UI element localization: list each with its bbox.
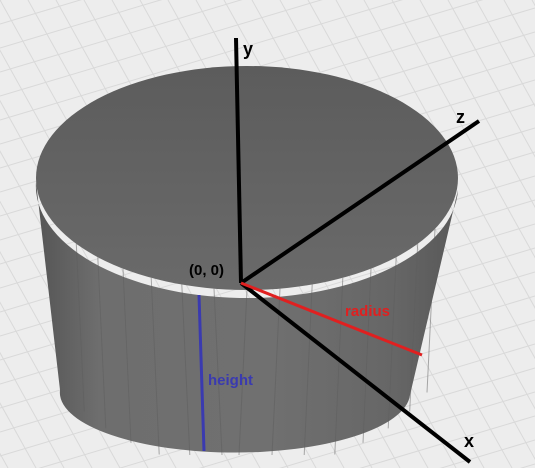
cylinder-top bbox=[36, 66, 458, 290]
cylinder-facets bbox=[75, 228, 436, 456]
origin-label: (0, 0) bbox=[189, 262, 224, 279]
y-axis-label: y bbox=[243, 39, 253, 59]
x-axis-line bbox=[239, 281, 472, 464]
z-axis-label: z bbox=[456, 107, 465, 127]
radius-line bbox=[240, 281, 423, 357]
z-axis-line bbox=[239, 119, 481, 285]
y-axis-line bbox=[234, 37, 243, 284]
x-axis-label: x bbox=[464, 431, 474, 451]
radius-label: radius bbox=[345, 303, 390, 320]
cylinder-side bbox=[35, 182, 458, 453]
height-label: height bbox=[208, 372, 253, 389]
height-line bbox=[197, 294, 206, 452]
